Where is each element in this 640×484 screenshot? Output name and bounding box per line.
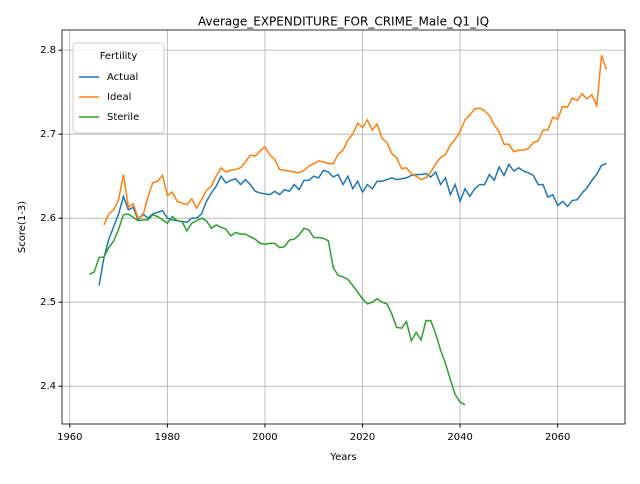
series-line xyxy=(103,54,608,226)
x-tick-label: 2060 xyxy=(545,432,570,443)
x-axis-label: Years xyxy=(329,452,356,463)
x-tick-label: 2040 xyxy=(447,432,472,443)
legend-box xyxy=(72,42,165,134)
x-tick-label: 2020 xyxy=(350,432,375,443)
legend: Fertility Actual Ideal Sterile xyxy=(72,42,165,134)
series-line xyxy=(98,162,607,286)
y-tick-label: 2.6 xyxy=(40,213,56,224)
legend-title: Fertility xyxy=(100,51,138,62)
y-tick-label: 2.7 xyxy=(40,129,56,140)
y-tick-label: 2.5 xyxy=(40,297,56,308)
y-tick-label: 2.8 xyxy=(40,45,56,56)
legend-label: Sterile xyxy=(107,112,139,123)
x-tick-label: 1960 xyxy=(57,432,82,443)
x-tick-label: 2000 xyxy=(252,432,277,443)
x-tick-label: 1980 xyxy=(155,432,180,443)
plot-frame xyxy=(61,29,626,425)
legend-label: Actual xyxy=(107,72,138,83)
series-line xyxy=(88,213,466,406)
y-tick-label: 2.4 xyxy=(40,381,56,392)
legend-label: Ideal xyxy=(107,92,131,103)
y-axis-label: Score(1-3) xyxy=(17,201,28,253)
chart-title: Average_EXPENDITURE_FOR_CRIME_Male_Q1_IQ xyxy=(198,15,489,29)
